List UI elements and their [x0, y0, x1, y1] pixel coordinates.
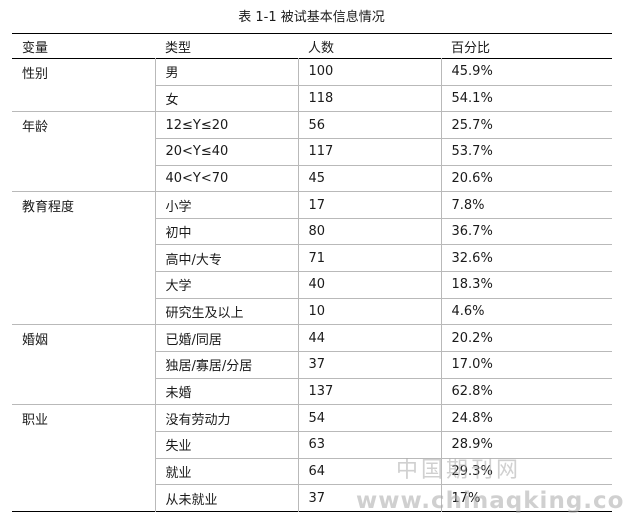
table-caption: 表 1-1 被试基本信息情况 [238, 10, 385, 25]
table-row: 40<Y<70 45 20.6% [12, 164, 612, 192]
cell-count: 64 [297, 457, 441, 485]
cell-percent: 20.2% [440, 324, 612, 352]
cell-percent: 17.0% [440, 351, 612, 379]
cell-count: 118 [297, 84, 441, 112]
table-row: 20<Y≤40 117 53.7% [12, 137, 612, 166]
cell-type: 就业 [154, 457, 298, 485]
cell-variable [12, 245, 155, 272]
cell-type: 失业 [154, 430, 298, 459]
cell-count: 44 [297, 324, 441, 352]
cell-count: 137 [297, 377, 441, 405]
cell-variable: 职业 [12, 404, 155, 432]
cell-variable [12, 272, 155, 299]
cell-percent: 36.7% [440, 217, 612, 245]
cell-count: 40 [297, 271, 441, 299]
cell-variable [12, 431, 155, 458]
table-row: 高中/大专 71 32.6% [12, 244, 612, 272]
cell-type: 40<Y<70 [154, 164, 298, 192]
cell-count: 80 [297, 217, 441, 245]
cell-variable: 教育程度 [12, 191, 155, 219]
cell-variable [12, 458, 155, 485]
cell-count: 54 [297, 404, 441, 432]
table-row: 初中 80 36.7% [12, 217, 612, 245]
cell-variable [12, 352, 155, 379]
cell-percent: 29.3% [440, 457, 612, 485]
table-row: 女 118 54.1% [12, 84, 612, 112]
table-row: 失业 63 28.9% [12, 430, 612, 459]
cell-count: 45 [297, 164, 441, 192]
cell-count: 17 [297, 191, 441, 219]
cell-percent: 17% [440, 484, 612, 512]
cell-percent: 45.9% [440, 58, 612, 86]
cell-type: 男 [154, 58, 298, 86]
cell-type: 大学 [154, 271, 298, 299]
cell-type: 没有劳动力 [154, 404, 298, 432]
cell-variable [12, 218, 155, 245]
table-row: 性别 男 100 45.9% [12, 58, 612, 86]
table-row: 从未就业 37 17% [12, 484, 612, 512]
cell-variable [12, 485, 155, 512]
table-header: 变量 类型 人数 百分比 [12, 33, 612, 59]
cell-percent: 62.8% [440, 377, 612, 405]
cell-percent: 7.8% [440, 191, 612, 219]
cell-variable [12, 165, 155, 192]
cell-count: 10 [297, 297, 441, 325]
cell-variable: 年龄 [12, 111, 155, 139]
cell-percent: 24.8% [440, 404, 612, 432]
cell-percent: 18.3% [440, 271, 612, 299]
header-row: 变量 类型 人数 百分比 [12, 33, 612, 59]
cell-variable: 性别 [22, 66, 49, 82]
cell-count: 37 [297, 351, 441, 379]
cell-type: 20<Y≤40 [154, 137, 298, 166]
cell-variable [12, 298, 155, 325]
header-count: 人数 [308, 40, 335, 56]
table-row: 未婚 137 62.8% [12, 377, 612, 405]
cell-variable [12, 378, 155, 405]
cell-percent: 20.6% [440, 164, 612, 192]
table-row: 就业 64 29.3% [12, 457, 612, 485]
header-type: 类型 [165, 40, 192, 56]
cell-percent: 28.9% [440, 430, 612, 459]
cell-type: 研究生及以上 [154, 297, 298, 325]
cell-variable [12, 138, 155, 165]
cell-type: 12≤Y≤20 [154, 111, 298, 139]
cell-percent: 4.6% [440, 297, 612, 325]
table-row: 教育程度 小学 17 7.8% [12, 191, 612, 219]
cell-type: 从未就业 [154, 484, 298, 512]
table-body: 性别男 100 45.9% 女 118 54.1% 年龄 12≤Y≤20 56 25.7% 20<Y… [12, 58, 612, 512]
cell-type: 女 [154, 84, 298, 112]
cell-type: 未婚 [154, 377, 298, 405]
cell-percent: 54.1% [440, 84, 612, 112]
table-row: 职业 没有劳动力 54 24.8% [12, 404, 612, 432]
cell-type: 小学 [154, 191, 298, 219]
cell-percent: 53.7% [440, 137, 612, 166]
cell-variable [12, 85, 155, 112]
header-percent: 百分比 [451, 40, 491, 56]
cell-percent: 32.6% [440, 244, 612, 272]
table-row: 研究生及以上 10 4.6% [12, 297, 612, 325]
cell-count: 56 [297, 111, 441, 139]
table-row: 年龄 12≤Y≤20 56 25.7% [12, 111, 612, 139]
cell-count: 37 [297, 484, 441, 512]
header-variable: 变量 [22, 40, 49, 56]
cell-type: 独居/寡居/分居 [154, 351, 298, 379]
cell-type: 已婚/同居 [154, 324, 298, 352]
cell-count: 117 [297, 137, 441, 166]
table-row: 独居/寡居/分居 37 17.0% [12, 351, 612, 379]
cell-type: 初中 [154, 217, 298, 245]
cell-count: 63 [297, 430, 441, 459]
cell-count: 100 [297, 58, 441, 86]
cell-type: 高中/大专 [154, 244, 298, 272]
cell-percent: 25.7% [440, 111, 612, 139]
table-row: 大学 40 18.3% [12, 271, 612, 299]
cell-variable: 婚姻 [12, 324, 155, 352]
table-row: 婚姻 已婚/同居 44 20.2% [12, 324, 612, 352]
cell-count: 71 [297, 244, 441, 272]
participant-info-table: 变量 类型 人数 百分比 性别男 100 45.9% 女 118 54.1% 年龄 12≤Y≤… [12, 33, 612, 512]
